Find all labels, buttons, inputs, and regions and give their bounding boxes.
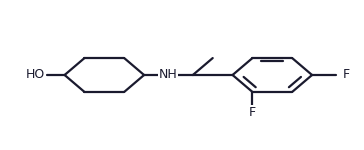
Text: F: F	[249, 106, 256, 119]
Text: HO: HO	[26, 69, 46, 81]
Text: F: F	[343, 69, 350, 81]
Text: NH: NH	[159, 69, 178, 81]
